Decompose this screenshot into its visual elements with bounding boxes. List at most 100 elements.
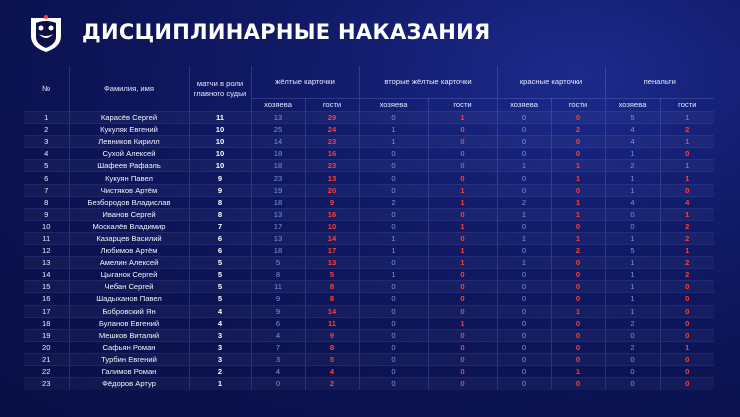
cell-red-home: 0 [497, 340, 552, 354]
cell-yellow-away: 14 [305, 231, 360, 245]
cell-num: 6 [24, 171, 70, 185]
cell-red-home: 0 [497, 377, 552, 390]
cell-yellow-away: 5 [305, 352, 360, 366]
cell-yellow-home: 11 [251, 280, 306, 293]
cell-red-away: 2 [551, 244, 606, 257]
header-name: Фамилия, имя [69, 66, 190, 112]
cell-yellow-away: 23 [305, 135, 360, 148]
cell-matches: 9 [189, 183, 252, 197]
cell-penalty-home: 1 [605, 147, 661, 160]
cell-yellow-home: 7 [251, 340, 306, 354]
cell-second-yellow-home: 2 [359, 195, 429, 209]
cell-name: Любимов Артём [69, 244, 190, 257]
cell-penalty-home: 2 [605, 316, 661, 330]
page-title: ДИСЦИПЛИНАРНЫЕ НАКАЗАНИЯ [82, 20, 491, 44]
cell-red-away: 0 [551, 316, 606, 330]
cell-red-home: 0 [497, 135, 552, 148]
table-row: 3 Левников Кирилл 10 14 23 1 0 0 0 4 1 [24, 135, 715, 148]
subheader-home: хозяева [359, 98, 429, 112]
subheader-away: гости [305, 98, 360, 112]
table-row: 23 Фёдоров Артур 1 0 2 0 0 0 0 0 0 [24, 377, 715, 390]
cell-num: 1 [24, 110, 70, 124]
cell-num: 2 [24, 123, 70, 136]
cell-red-away: 0 [551, 147, 606, 160]
cell-second-yellow-home: 0 [359, 256, 429, 269]
cell-red-away: 2 [551, 123, 606, 136]
cell-red-away: 1 [551, 364, 606, 378]
cell-penalty-home: 1 [605, 304, 661, 318]
header-yellow: жёлтые карточки [251, 66, 360, 99]
cell-name: Сухой Алексей [69, 147, 190, 160]
cell-yellow-away: 5 [305, 268, 360, 281]
cell-yellow-home: 8 [251, 268, 306, 281]
cell-second-yellow-home: 1 [359, 123, 429, 136]
cell-penalty-away: 0 [660, 147, 715, 160]
cell-num: 12 [24, 244, 70, 257]
cell-second-yellow-home: 0 [359, 280, 429, 293]
cell-yellow-home: 3 [251, 352, 306, 366]
cell-penalty-away: 1 [660, 110, 715, 124]
cell-num: 3 [24, 135, 70, 148]
table-row: 19 Мешков Виталий 3 4 9 0 0 0 0 0 0 [24, 328, 715, 342]
cell-penalty-home: 0 [605, 328, 661, 342]
cell-red-away: 1 [551, 207, 606, 221]
cell-second-yellow-home: 0 [359, 316, 429, 330]
cell-penalty-away: 0 [660, 280, 715, 293]
cell-second-yellow-away: 1 [428, 244, 498, 257]
cell-name: Казарцев Василий [69, 231, 190, 245]
cell-penalty-away: 1 [660, 159, 715, 172]
cell-name: Галимов Роман [69, 364, 190, 378]
table-body: 1 Карасёв Сергей 11 13 29 0 1 0 0 5 1 2 Кукуляк Евге… [24, 110, 715, 390]
cell-penalty-home: 0 [605, 219, 661, 233]
cell-yellow-home: 18 [251, 244, 306, 257]
cell-red-home: 0 [497, 244, 552, 257]
cell-matches: 6 [189, 244, 252, 257]
cell-second-yellow-home: 0 [359, 147, 429, 160]
cell-penalty-away: 2 [660, 123, 715, 136]
cell-yellow-home: 0 [251, 377, 306, 390]
cell-yellow-away: 29 [305, 110, 360, 124]
cell-name: Безбородов Владислав [69, 195, 190, 209]
cell-matches: 5 [189, 256, 252, 269]
cell-penalty-home: 1 [605, 256, 661, 269]
cell-red-home: 0 [497, 268, 552, 281]
table-row: 17 Бобровский Ян 4 9 14 0 0 0 1 1 0 [24, 304, 715, 318]
cell-num: 16 [24, 292, 70, 305]
cell-penalty-home: 0 [605, 377, 661, 390]
cell-penalty-away: 0 [660, 316, 715, 330]
cell-second-yellow-away: 1 [428, 183, 498, 197]
cell-penalty-home: 2 [605, 159, 661, 172]
cell-matches: 10 [189, 123, 252, 136]
cell-second-yellow-away: 0 [428, 123, 498, 136]
cell-second-yellow-away: 0 [428, 135, 498, 148]
cell-penalty-home: 1 [605, 268, 661, 281]
cell-yellow-home: 13 [251, 207, 306, 221]
cell-matches: 10 [189, 135, 252, 148]
cell-penalty-home: 0 [605, 207, 661, 221]
cell-matches: 5 [189, 292, 252, 305]
cell-matches: 3 [189, 328, 252, 342]
cell-name: Мешков Виталий [69, 328, 190, 342]
cell-num: 19 [24, 328, 70, 342]
header-red: красные карточки [497, 66, 606, 99]
cell-yellow-home: 4 [251, 328, 306, 342]
cell-red-away: 1 [551, 304, 606, 318]
cell-second-yellow-home: 0 [359, 292, 429, 305]
cell-name: Кукуляк Евгений [69, 123, 190, 136]
cell-yellow-away: 2 [305, 377, 360, 390]
cell-second-yellow-home: 1 [359, 135, 429, 148]
cell-yellow-away: 11 [305, 316, 360, 330]
cell-num: 21 [24, 352, 70, 366]
cell-penalty-away: 1 [660, 207, 715, 221]
table-row: 13 Амелин Алексей 5 5 13 0 1 1 0 1 2 [24, 256, 715, 269]
cell-matches: 6 [189, 231, 252, 245]
cell-red-home: 1 [497, 207, 552, 221]
cell-second-yellow-away: 0 [428, 280, 498, 293]
header-num: № [24, 66, 70, 112]
cell-second-yellow-away: 1 [428, 316, 498, 330]
table-row: 21 Турбин Евгений 3 3 5 0 0 0 0 0 0 [24, 352, 715, 366]
cell-yellow-home: 4 [251, 364, 306, 378]
cell-yellow-away: 8 [305, 292, 360, 305]
cell-second-yellow-away: 0 [428, 207, 498, 221]
cell-name: Цыганок Сергей [69, 268, 190, 281]
